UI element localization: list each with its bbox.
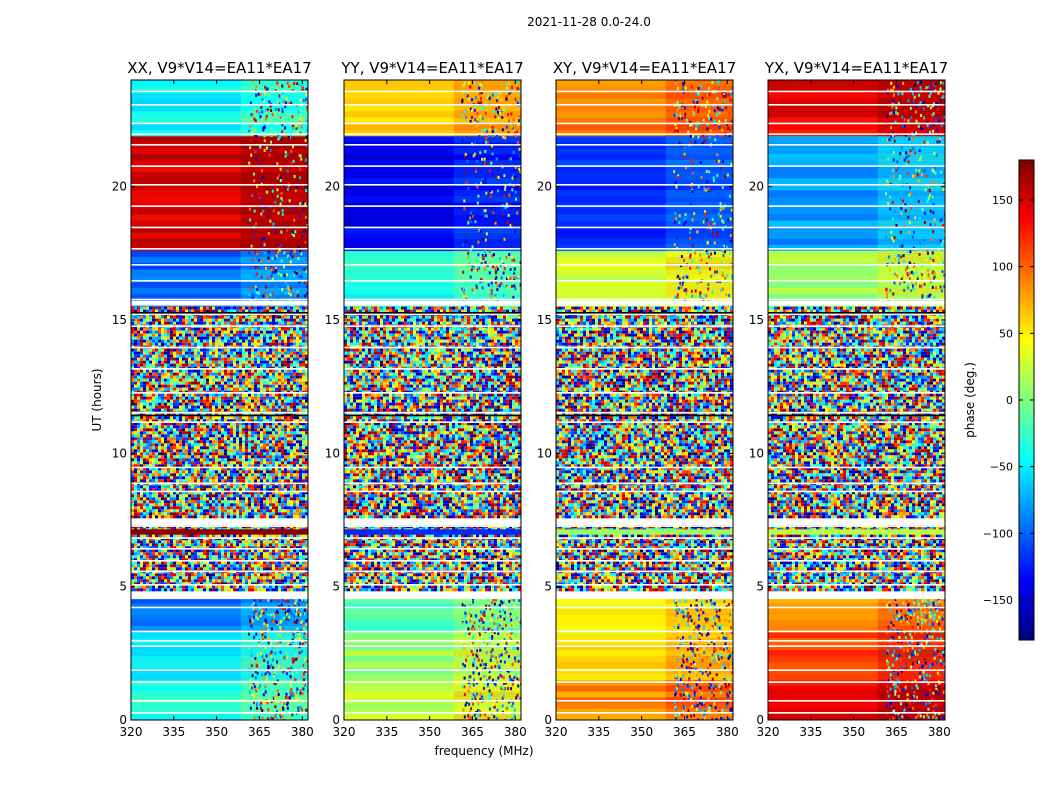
x-tick-label: 350 xyxy=(630,725,653,739)
y-tick-label: 5 xyxy=(756,580,764,594)
figure-suptitle: 2021-11-28 0.0-24.0 xyxy=(527,15,651,29)
colorbar-tick-label: −150 xyxy=(983,594,1013,607)
panel-3: XY, V9*V14=EA11*EA17 320 335 350 365 380 0 5 10 1… xyxy=(537,59,739,739)
x-tick-label: 365 xyxy=(248,725,271,739)
y-tick-label: 20 xyxy=(325,180,340,194)
x-tick-label: 350 xyxy=(418,725,441,739)
phase-heatmap xyxy=(556,80,735,722)
x-tick-label: 380 xyxy=(716,725,739,739)
y-tick-label: 15 xyxy=(749,313,764,327)
y-tick-label: 0 xyxy=(119,713,127,727)
colorbar: 150 100 50 0 −50 −100 −150 xyxy=(983,160,1034,640)
colorbar-tick-label: 100 xyxy=(992,261,1013,274)
phase-heatmap xyxy=(768,80,947,723)
x-tick-label: 320 xyxy=(333,725,356,739)
panel-title: YX, V9*V14=EA11*EA17 xyxy=(764,59,948,77)
x-tick-label: 320 xyxy=(545,725,568,739)
y-tick-label: 0 xyxy=(332,713,340,727)
y-tick-label: 0 xyxy=(756,713,764,727)
y-tick-label: 10 xyxy=(112,446,127,460)
y-tick-label: 10 xyxy=(537,446,552,460)
panel-1: XX, V9*V14=EA11*EA17 320 335 350 365 380 0 5 10 1… xyxy=(112,59,314,739)
y-tick-label: 15 xyxy=(537,313,552,327)
x-tick-label: 350 xyxy=(842,725,865,739)
y-tick-label: 5 xyxy=(119,580,127,594)
x-tick-label: 335 xyxy=(799,725,822,739)
x-axis-label: frequency (MHz) xyxy=(434,744,533,758)
y-tick-label: 20 xyxy=(749,180,764,194)
panel-title: XX, V9*V14=EA11*EA17 xyxy=(127,59,311,77)
colorbar-tick-label: 50 xyxy=(999,327,1013,340)
colorbar-tick-label: 0 xyxy=(1006,394,1013,407)
y-tick-label: 5 xyxy=(544,580,552,594)
y-tick-label: 10 xyxy=(749,446,764,460)
x-tick-label: 365 xyxy=(885,725,908,739)
panel-title: XY, V9*V14=EA11*EA17 xyxy=(553,59,736,77)
panel-2: YY, V9*V14=EA11*EA17 320 335 350 365 380 0 5 10 1… xyxy=(325,59,527,739)
y-tick-label: 20 xyxy=(112,180,127,194)
y-tick-label: 15 xyxy=(112,313,127,327)
x-tick-label: 380 xyxy=(504,725,527,739)
colorbar-tick-label: 150 xyxy=(992,194,1013,207)
x-tick-label: 380 xyxy=(928,725,951,739)
x-tick-label: 365 xyxy=(461,725,484,739)
x-tick-label: 335 xyxy=(162,725,185,739)
phase-heatmap xyxy=(131,80,310,723)
panels: XX, V9*V14=EA11*EA17 320 335 350 365 380 0 5 10 1… xyxy=(112,59,951,739)
y-tick-label: 20 xyxy=(537,180,552,194)
x-tick-label: 380 xyxy=(291,725,314,739)
y-tick-label: 10 xyxy=(325,446,340,460)
colorbar-tick-label: −50 xyxy=(990,461,1013,474)
panel-4: YX, V9*V14=EA11*EA17 320 335 350 365 380 0 5 10 1… xyxy=(749,59,951,739)
x-tick-label: 335 xyxy=(587,725,610,739)
panel-title: YY, V9*V14=EA11*EA17 xyxy=(340,59,523,77)
phase-heatmap xyxy=(344,80,523,723)
x-tick-label: 335 xyxy=(375,725,398,739)
y-axis-label: UT (hours) xyxy=(90,368,104,431)
x-tick-label: 320 xyxy=(757,725,780,739)
colorbar-label: phase (deg.) xyxy=(963,362,977,438)
y-tick-label: 5 xyxy=(332,580,340,594)
colorbar-tick-label: −100 xyxy=(983,527,1013,540)
x-tick-label: 365 xyxy=(673,725,696,739)
x-tick-label: 350 xyxy=(205,725,228,739)
y-tick-label: 15 xyxy=(325,313,340,327)
x-tick-label: 320 xyxy=(120,725,143,739)
y-tick-label: 0 xyxy=(544,713,552,727)
